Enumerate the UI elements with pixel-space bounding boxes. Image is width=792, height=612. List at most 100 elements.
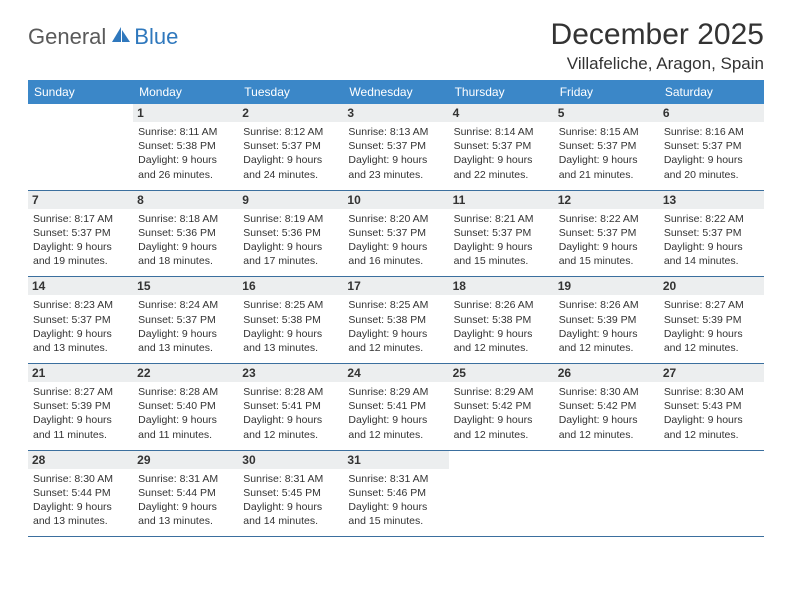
daylight-line: and 21 minutes.	[559, 168, 654, 182]
logo-word1: General	[28, 24, 106, 50]
sunrise-line: Sunrise: 8:13 AM	[348, 125, 443, 139]
day-number: 10	[343, 191, 448, 209]
day-cell: 8 Sunrise: 8:18 AMSunset: 5:36 PMDaylight…	[133, 191, 238, 277]
day-cell: 31Sunrise: 8:31 AMSunset: 5:46 PMDayligh…	[343, 451, 448, 537]
daylight-line: Daylight: 9 hours	[559, 153, 654, 167]
logo: General Blue	[28, 18, 178, 50]
daylight-line: Daylight: 9 hours	[664, 153, 759, 167]
sunrise-line: Sunrise: 8:12 AM	[243, 125, 338, 139]
weeks-container: 1Sunrise: 8:11 AMSunset: 5:38 PMDaylight…	[28, 104, 764, 537]
sunset-line: Sunset: 5:37 PM	[348, 139, 443, 153]
day-cell: 17Sunrise: 8:25 AMSunset: 5:38 PMDayligh…	[343, 277, 448, 363]
day-cell: 3Sunrise: 8:13 AMSunset: 5:37 PMDaylight…	[343, 104, 448, 190]
week-row: 7Sunrise: 8:17 AMSunset: 5:37 PMDaylight…	[28, 191, 764, 278]
sunrise-line: Sunrise: 8:28 AM	[138, 385, 233, 399]
day-number: 5	[554, 104, 659, 122]
daylight-line: and 12 minutes.	[243, 428, 338, 442]
daylight-line: and 15 minutes.	[454, 254, 549, 268]
day-number: 8	[133, 191, 238, 209]
daylight-line: and 17 minutes.	[243, 254, 338, 268]
day-number: 11	[449, 191, 554, 209]
daylight-line: and 13 minutes.	[243, 341, 338, 355]
daylight-line: Daylight: 9 hours	[138, 327, 233, 341]
sunrise-line: Sunrise: 8:30 AM	[664, 385, 759, 399]
day-cell: 23Sunrise: 8:28 AMSunset: 5:41 PMDayligh…	[238, 364, 343, 450]
empty-cell	[554, 451, 659, 537]
dow-cell: Wednesday	[343, 80, 448, 104]
day-number: 15	[133, 277, 238, 295]
sunrise-line: Sunrise: 8:16 AM	[664, 125, 759, 139]
sunrise-line: Sunrise: 8:27 AM	[664, 298, 759, 312]
day-number: 19	[554, 277, 659, 295]
sunrise-line: Sunrise: 8:26 AM	[559, 298, 654, 312]
sunrise-line: Sunrise: 8:23 AM	[33, 298, 128, 312]
sunset-line: Sunset: 5:38 PM	[243, 313, 338, 327]
sunset-line: Sunset: 5:37 PM	[559, 226, 654, 240]
day-cell: 9Sunrise: 8:19 AMSunset: 5:36 PMDaylight…	[238, 191, 343, 277]
sunrise-line: Sunrise: 8:25 AM	[243, 298, 338, 312]
week-row: 1Sunrise: 8:11 AMSunset: 5:38 PMDaylight…	[28, 104, 764, 191]
day-number: 29	[133, 451, 238, 469]
calendar: SundayMondayTuesdayWednesdayThursdayFrid…	[28, 80, 764, 537]
sail-icon	[110, 25, 132, 50]
dow-cell: Saturday	[659, 80, 764, 104]
day-cell: 2Sunrise: 8:12 AMSunset: 5:37 PMDaylight…	[238, 104, 343, 190]
day-number: 13	[659, 191, 764, 209]
day-number: 22	[133, 364, 238, 382]
day-cell: 7Sunrise: 8:17 AMSunset: 5:37 PMDaylight…	[28, 191, 133, 277]
day-cell: 12Sunrise: 8:22 AMSunset: 5:37 PMDayligh…	[554, 191, 659, 277]
week-row: 28Sunrise: 8:30 AMSunset: 5:44 PMDayligh…	[28, 451, 764, 538]
daylight-line: Daylight: 9 hours	[243, 240, 338, 254]
daylight-line: and 16 minutes.	[348, 254, 443, 268]
daylight-line: Daylight: 9 hours	[559, 327, 654, 341]
week-row: 21Sunrise: 8:27 AMSunset: 5:39 PMDayligh…	[28, 364, 764, 451]
sunset-line: Sunset: 5:44 PM	[33, 486, 128, 500]
daylight-line: and 14 minutes.	[243, 514, 338, 528]
daylight-line: Daylight: 9 hours	[348, 153, 443, 167]
sunset-line: Sunset: 5:36 PM	[138, 226, 233, 240]
sunrise-line: Sunrise: 8:30 AM	[559, 385, 654, 399]
sunset-line: Sunset: 5:42 PM	[454, 399, 549, 413]
daylight-line: Daylight: 9 hours	[243, 500, 338, 514]
daylight-line: Daylight: 9 hours	[138, 500, 233, 514]
empty-cell	[449, 451, 554, 537]
daylight-line: Daylight: 9 hours	[664, 327, 759, 341]
sunset-line: Sunset: 5:37 PM	[664, 226, 759, 240]
daylight-line: Daylight: 9 hours	[348, 327, 443, 341]
month-title: December 2025	[551, 18, 764, 52]
day-number: 31	[343, 451, 448, 469]
daylight-line: Daylight: 9 hours	[243, 153, 338, 167]
daylight-line: Daylight: 9 hours	[559, 413, 654, 427]
day-number: 12	[554, 191, 659, 209]
empty-cell	[659, 451, 764, 537]
daylight-line: and 12 minutes.	[559, 341, 654, 355]
sunset-line: Sunset: 5:37 PM	[348, 226, 443, 240]
day-cell: 21Sunrise: 8:27 AMSunset: 5:39 PMDayligh…	[28, 364, 133, 450]
sunrise-line: Sunrise: 8:18 AM	[138, 212, 233, 226]
daylight-line: Daylight: 9 hours	[454, 327, 549, 341]
daylight-line: Daylight: 9 hours	[664, 240, 759, 254]
day-number: 14	[28, 277, 133, 295]
day-number: 26	[554, 364, 659, 382]
sunrise-line: Sunrise: 8:29 AM	[454, 385, 549, 399]
day-number: 23	[238, 364, 343, 382]
daylight-line: Daylight: 9 hours	[138, 240, 233, 254]
day-number: 25	[449, 364, 554, 382]
day-number: 4	[449, 104, 554, 122]
daylight-line: Daylight: 9 hours	[243, 413, 338, 427]
location: Villafeliche, Aragon, Spain	[551, 54, 764, 74]
sunset-line: Sunset: 5:37 PM	[664, 139, 759, 153]
sunset-line: Sunset: 5:38 PM	[348, 313, 443, 327]
day-cell: 16Sunrise: 8:25 AMSunset: 5:38 PMDayligh…	[238, 277, 343, 363]
day-cell: 28Sunrise: 8:30 AMSunset: 5:44 PMDayligh…	[28, 451, 133, 537]
daylight-line: and 14 minutes.	[664, 254, 759, 268]
day-cell: 19Sunrise: 8:26 AMSunset: 5:39 PMDayligh…	[554, 277, 659, 363]
daylight-line: and 11 minutes.	[138, 428, 233, 442]
sunset-line: Sunset: 5:37 PM	[454, 226, 549, 240]
sunset-line: Sunset: 5:37 PM	[243, 139, 338, 153]
day-cell: 26Sunrise: 8:30 AMSunset: 5:42 PMDayligh…	[554, 364, 659, 450]
empty-cell	[28, 104, 133, 190]
day-cell: 11Sunrise: 8:21 AMSunset: 5:37 PMDayligh…	[449, 191, 554, 277]
daylight-line: and 12 minutes.	[348, 341, 443, 355]
day-number: 28	[28, 451, 133, 469]
